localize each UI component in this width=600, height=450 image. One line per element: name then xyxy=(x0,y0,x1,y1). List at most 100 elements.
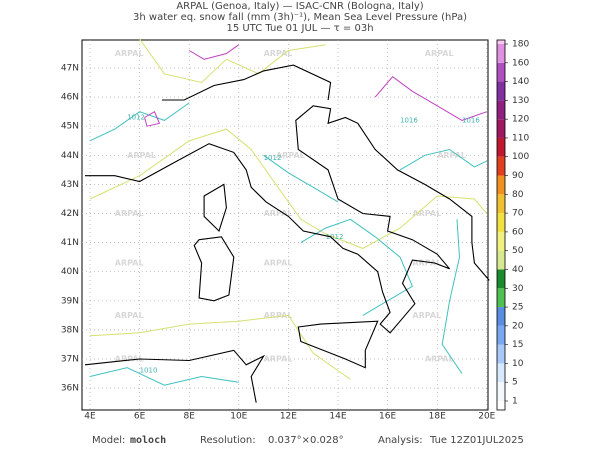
footer-value: 0.037°×0.028° xyxy=(268,435,344,446)
watermark: ARPAL xyxy=(437,151,466,160)
footer-value: moloch xyxy=(130,435,166,446)
contour-label: 1016 xyxy=(462,116,480,124)
lon-label: 16E xyxy=(379,412,396,422)
lon-label: 20E xyxy=(478,412,495,422)
coastline xyxy=(193,236,235,302)
colorbar-segment xyxy=(497,401,505,410)
colorbar-segment xyxy=(497,250,505,270)
colorbar-label: 60 xyxy=(512,227,524,237)
contour-line xyxy=(441,219,463,374)
lon-label: 6E xyxy=(134,412,146,422)
contour-line xyxy=(89,314,351,380)
map: 47N 46N 45N 44N 43N 42N 41N 40N 39N 38N 37N 36N 4E 6E… xyxy=(61,38,496,422)
colorbar-label: 110 xyxy=(512,133,529,143)
contour-line xyxy=(300,218,414,316)
contour-line xyxy=(188,44,240,60)
colorbar-label: 130 xyxy=(512,96,529,106)
watermark: ARPAL xyxy=(264,258,293,267)
coastline xyxy=(297,320,379,369)
header-line: 15 UTC Tue 01 JUL — τ = 03h xyxy=(226,23,373,34)
watermark: ARPAL xyxy=(115,209,144,218)
lat-label: 47N xyxy=(61,64,79,74)
lon-label: 8E xyxy=(183,412,195,422)
colorbar-label: 140 xyxy=(512,77,529,87)
contour-line xyxy=(139,38,326,84)
coastline xyxy=(85,105,490,334)
colorbar-segment xyxy=(497,81,505,101)
footer-value: Tue 12Z01JUL2025 xyxy=(429,435,524,446)
watermark: ARPAL xyxy=(264,49,293,58)
lat-label: 36N xyxy=(61,384,79,394)
colorbar-label: 15 xyxy=(512,340,523,350)
watermark: ARPAL xyxy=(127,151,156,160)
contour-label: 1012 xyxy=(264,154,282,162)
contour-label: 1010 xyxy=(140,367,158,375)
contour-label: 1016 xyxy=(400,116,418,124)
footer-label: Analysis: xyxy=(378,435,423,446)
coastline xyxy=(84,349,266,403)
map-frame xyxy=(81,39,489,411)
colorbar-segment xyxy=(497,307,505,326)
header-line: 3h water eq. snow fall (mm (3h)⁻¹), Mean… xyxy=(133,12,467,23)
lat-label: 37N xyxy=(61,355,79,365)
colorbar-segment xyxy=(497,325,505,345)
lat-label: 39N xyxy=(61,296,79,306)
lat-label: 41N xyxy=(61,238,79,248)
lon-label: 10E xyxy=(230,412,247,422)
footer-label: Resolution: xyxy=(200,435,256,446)
watermark: ARPAL xyxy=(425,49,454,58)
colorbar-label: 160 xyxy=(512,58,529,68)
colorbar-label: 25 xyxy=(512,303,523,313)
colorbar-segment xyxy=(497,137,505,157)
colorbar-segment xyxy=(497,382,505,401)
coastline xyxy=(161,64,332,101)
colorbar-label: 5 xyxy=(512,378,518,388)
watermark: ARPAL xyxy=(264,311,293,320)
coastline xyxy=(203,183,227,233)
lat-label: 45N xyxy=(61,122,79,132)
colorbar-label: 100 xyxy=(512,152,529,162)
lat-label: 43N xyxy=(61,180,79,190)
colorbar-segment xyxy=(497,288,505,308)
colorbar-segment xyxy=(497,100,505,120)
colorbar-frame xyxy=(496,39,506,411)
watermark: ARPAL xyxy=(412,209,441,218)
contour-label: 1012 xyxy=(127,113,145,121)
colorbar-segment xyxy=(497,194,505,214)
contour-line xyxy=(89,128,488,249)
watermark: ARPAL xyxy=(115,355,144,364)
watermark: ARPAL xyxy=(115,49,144,58)
lat-label: 42N xyxy=(61,209,79,219)
colorbar-segment xyxy=(497,44,505,63)
colorbar-segment xyxy=(497,363,505,383)
colorbar-segment xyxy=(497,119,505,138)
colorbar-segment xyxy=(497,40,505,44)
contour-label: 1012 xyxy=(326,233,344,241)
contour-line xyxy=(89,102,190,142)
lat-label: 38N xyxy=(61,325,79,335)
lon-label: 12E xyxy=(280,412,297,422)
colorbar-label: 30 xyxy=(512,284,524,294)
watermark: ARPAL xyxy=(115,258,144,267)
footer-label: Model: xyxy=(92,435,125,446)
colorbar-label: 90 xyxy=(512,171,524,181)
contour-line xyxy=(144,110,161,127)
header-line: ARPAL (Genoa, Italy) — ISAC-CNR (Bologna… xyxy=(176,1,423,12)
contour-line xyxy=(89,367,239,386)
colorbar-segment xyxy=(497,269,505,289)
colorbar-segment xyxy=(497,156,505,176)
contour-line xyxy=(399,148,488,171)
colorbar-label: 1 xyxy=(512,397,518,407)
lat-label: 46N xyxy=(61,93,79,103)
colorbar-segment xyxy=(497,213,505,232)
watermark: ARPAL xyxy=(276,151,305,160)
colorbar-label: 10 xyxy=(512,359,524,369)
watermark: ARPAL xyxy=(425,355,454,364)
colorbar-label: 80 xyxy=(512,190,524,200)
lat-label: 44N xyxy=(61,151,79,161)
colorbar-label: 50 xyxy=(512,246,524,256)
lon-label: 18E xyxy=(429,412,446,422)
watermark: ARPAL xyxy=(412,258,441,267)
colorbar-label: 70 xyxy=(512,209,524,219)
watermark: ARPAL xyxy=(264,355,293,364)
